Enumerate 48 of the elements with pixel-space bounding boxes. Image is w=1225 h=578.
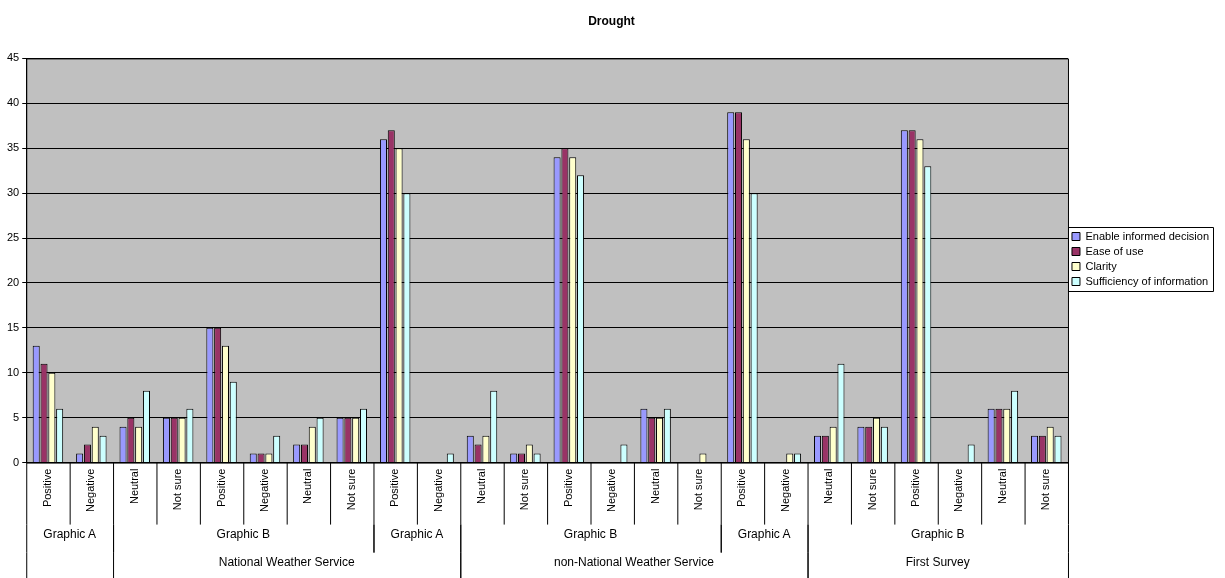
y-tick-label: 40 (6, 96, 20, 109)
text: non-National Weather Service (553, 554, 715, 569)
y-tick-label: 30 (6, 186, 20, 199)
x-tick-label: Neutral (127, 468, 140, 505)
text: Graphic B (563, 526, 618, 541)
x-tick-label: Not sure (865, 468, 878, 511)
x-tick-label: Neutral (301, 468, 314, 505)
x-tick-label: Negative (952, 468, 965, 513)
x-tick-label: Positive (909, 468, 922, 508)
x-tick-label: Neutral (822, 468, 835, 505)
x-tick-label: Negative (605, 468, 618, 513)
text: National Weather Service (218, 554, 355, 569)
x-tick-label: Positive (40, 468, 53, 508)
y-tick-label: 0 (13, 455, 20, 468)
x-tick-label: Neutral (475, 468, 488, 505)
text: Graphic B (911, 526, 965, 541)
legend-label: Sufficiency of information (1085, 274, 1209, 287)
text: Graphic B (216, 526, 270, 541)
y-tick-label: 15 (6, 320, 20, 333)
legend-label: Clarity (1085, 259, 1118, 272)
x-tick-label: Negative (431, 468, 444, 513)
legend-label: Ease of use (1085, 244, 1144, 257)
x-tick-label: Negative (84, 468, 97, 513)
y-tick-label: 10 (6, 365, 20, 378)
x-tick-label: Neutral (995, 468, 1008, 505)
x-tick-label: Not sure (171, 468, 184, 511)
x-tick-label: Positive (388, 468, 401, 508)
x-tick-label: Neutral (648, 468, 661, 505)
text: Graphic A (737, 526, 791, 541)
chart-title: Drought (588, 13, 635, 28)
x-tick-label: Negative (258, 468, 270, 513)
text: Graphic A (390, 526, 444, 541)
text: First Survey (905, 554, 970, 569)
y-tick-label: 45 (6, 51, 20, 64)
y-tick-label: 5 (13, 410, 20, 423)
x-tick-label: Positive (214, 468, 227, 508)
y-tick-label: 25 (6, 231, 20, 244)
y-tick-label: 35 (6, 141, 20, 154)
x-tick-label: Not sure (344, 468, 357, 511)
text: Graphic A (43, 526, 96, 541)
y-tick-label: 20 (6, 275, 20, 288)
x-tick-label: Not sure (518, 468, 531, 511)
x-tick-label: Negative (778, 468, 791, 513)
x-tick-label: Not sure (1039, 468, 1052, 511)
x-tick-label: Not sure (692, 468, 705, 511)
legend-label: Enable informed decision (1085, 229, 1210, 242)
x-tick-label: Positive (735, 468, 748, 508)
x-tick-label: Positive (561, 468, 574, 508)
